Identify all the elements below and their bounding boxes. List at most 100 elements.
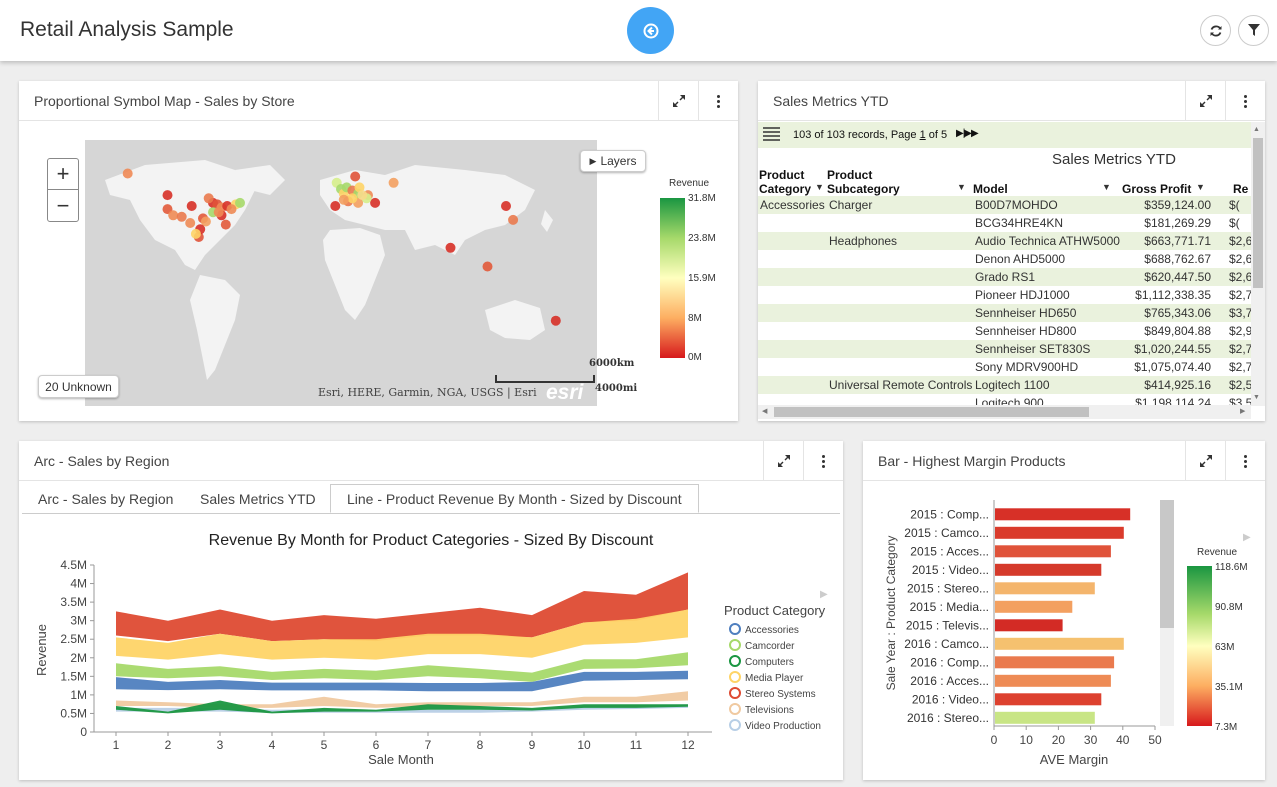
- table-row[interactable]: Grado RS1 $620,447.50 $2,6: [758, 268, 1251, 286]
- table-menu-icon[interactable]: [763, 127, 780, 141]
- store-point[interactable]: [347, 193, 358, 204]
- last-page-icon[interactable]: ▶▶: [964, 128, 978, 139]
- more-menu-button[interactable]: [803, 441, 843, 481]
- header-gross-profit[interactable]: Gross Profit: [1122, 182, 1192, 196]
- back-button[interactable]: [627, 7, 674, 54]
- store-point[interactable]: [338, 194, 349, 205]
- store-point[interactable]: [200, 216, 211, 227]
- zoom-out-button[interactable]: −: [56, 192, 70, 218]
- bar-mark[interactable]: [995, 545, 1111, 558]
- table-row[interactable]: Headphones Audio Technica ATHW5000 $663,77…: [758, 232, 1251, 250]
- scroll-thumb[interactable]: [1253, 138, 1263, 288]
- scroll-up-icon[interactable]: ▲: [1253, 126, 1260, 133]
- series-area-camcorder[interactable]: [116, 652, 688, 682]
- unknown-count-button[interactable]: 20 Unknown: [38, 375, 119, 398]
- tab-arc-sales[interactable]: Arc - Sales by Region: [38, 490, 174, 507]
- legend-marker[interactable]: [729, 671, 741, 683]
- scroll-left-icon[interactable]: ◀: [762, 408, 768, 415]
- store-point[interactable]: [176, 211, 187, 222]
- bar-scroll-thumb[interactable]: [1160, 500, 1174, 628]
- store-point[interactable]: [508, 214, 519, 225]
- bar-mark[interactable]: [995, 582, 1095, 595]
- more-menu-button[interactable]: [1225, 81, 1265, 121]
- sort-icon[interactable]: ▼: [815, 182, 824, 192]
- bar-mark[interactable]: [995, 674, 1111, 687]
- store-point[interactable]: [482, 261, 493, 272]
- table-row[interactable]: Accessories Charger B00D7MOHDO $359,124.00 $…: [758, 196, 1251, 214]
- table-row[interactable]: Sennheiser SET830S $1,020,244.55 $2,7: [758, 340, 1251, 358]
- refresh-button[interactable]: [1200, 15, 1231, 46]
- sort-icon[interactable]: ▼: [1196, 182, 1205, 192]
- table-row[interactable]: Logitech 900 $1,198,114.24 $3,5: [758, 394, 1251, 405]
- expand-button[interactable]: [1185, 81, 1225, 121]
- store-point[interactable]: [203, 193, 214, 204]
- more-menu-button[interactable]: [1225, 441, 1265, 481]
- store-point[interactable]: [350, 171, 361, 182]
- store-point[interactable]: [185, 218, 196, 228]
- table-row[interactable]: Sennheiser HD800 $849,804.88 $2,9: [758, 322, 1251, 340]
- table-row[interactable]: Pioneer HDJ1000 $1,112,338.35 $2,7: [758, 286, 1251, 304]
- legend-label[interactable]: Televisions: [745, 705, 794, 716]
- legend-marker[interactable]: [729, 687, 741, 699]
- sort-icon[interactable]: ▼: [957, 182, 966, 192]
- series-area-stereo-systems[interactable]: [116, 572, 688, 642]
- store-point[interactable]: [550, 315, 561, 326]
- next-page-icon[interactable]: ▶|: [956, 128, 965, 139]
- bar-mark[interactable]: [995, 619, 1063, 632]
- store-point[interactable]: [220, 219, 231, 230]
- tab-sales-metrics[interactable]: Sales Metrics YTD: [200, 490, 316, 507]
- bar-mark[interactable]: [995, 563, 1102, 576]
- store-point[interactable]: [370, 197, 381, 208]
- bar-mark[interactable]: [995, 600, 1073, 613]
- tab-line-revenue[interactable]: Line - Product Revenue By Month - Sized …: [330, 484, 699, 513]
- store-point[interactable]: [190, 228, 201, 239]
- map-canvas[interactable]: [85, 140, 597, 406]
- table-row[interactable]: Sennheiser HD650 $765,343.06 $3,7: [758, 304, 1251, 322]
- legend-label[interactable]: Camcorder: [745, 641, 795, 652]
- series-area-media-player[interactable]: [116, 609, 688, 660]
- legend-marker[interactable]: [729, 655, 741, 667]
- store-point[interactable]: [330, 201, 341, 211]
- store-point[interactable]: [235, 197, 245, 208]
- bar-mark[interactable]: [995, 693, 1102, 706]
- table-row[interactable]: Denon AHD5000 $688,762.67 $2,6: [758, 250, 1251, 268]
- legend-scroll-icon[interactable]: ▶: [1243, 532, 1251, 543]
- store-point[interactable]: [168, 210, 179, 221]
- store-point[interactable]: [186, 201, 197, 211]
- bar-mark[interactable]: [995, 508, 1131, 521]
- table-row[interactable]: BCG34HRE4KN $181,269.29 $(: [758, 214, 1251, 232]
- legend-label[interactable]: Video Production: [745, 721, 821, 732]
- series-area-televisions[interactable]: [116, 691, 688, 708]
- sort-icon[interactable]: ▼: [1102, 182, 1111, 192]
- series-area-computers[interactable]: [116, 700, 688, 714]
- scroll-thumb[interactable]: [774, 407, 1089, 417]
- store-point[interactable]: [213, 207, 224, 218]
- legend-marker[interactable]: [729, 703, 741, 715]
- bar-mark[interactable]: [995, 711, 1095, 724]
- zoom-in-button[interactable]: +: [48, 159, 78, 190]
- store-point[interactable]: [122, 168, 133, 179]
- horizontal-scrollbar[interactable]: ◀ ▶: [758, 405, 1251, 419]
- store-point[interactable]: [354, 182, 365, 193]
- legend-marker[interactable]: [729, 639, 741, 651]
- series-area-accessories[interactable]: [116, 670, 688, 692]
- legend-label[interactable]: Stereo Systems: [745, 689, 816, 700]
- scroll-right-icon[interactable]: ▶: [1240, 408, 1246, 415]
- store-point[interactable]: [445, 242, 456, 253]
- header-subcategory[interactable]: Product Subcategory: [827, 168, 900, 196]
- store-point[interactable]: [162, 190, 173, 201]
- legend-label[interactable]: Media Player: [745, 673, 804, 684]
- legend-label[interactable]: Computers: [745, 657, 794, 668]
- store-point[interactable]: [388, 177, 399, 188]
- table-row[interactable]: Sony MDRV900HD $1,075,074.40 $2,7: [758, 358, 1251, 376]
- bar-mark[interactable]: [995, 656, 1115, 669]
- bar-mark[interactable]: [995, 637, 1124, 650]
- expand-button[interactable]: [763, 441, 803, 481]
- header-revenue[interactable]: Re: [1233, 182, 1249, 196]
- vertical-scrollbar[interactable]: ▲ ▼: [1251, 122, 1265, 406]
- store-point[interactable]: [357, 190, 368, 201]
- store-point[interactable]: [501, 201, 511, 211]
- scroll-down-icon[interactable]: ▼: [1253, 394, 1260, 401]
- layers-button[interactable]: ▶ Layers: [580, 150, 646, 172]
- more-menu-button[interactable]: [698, 81, 738, 121]
